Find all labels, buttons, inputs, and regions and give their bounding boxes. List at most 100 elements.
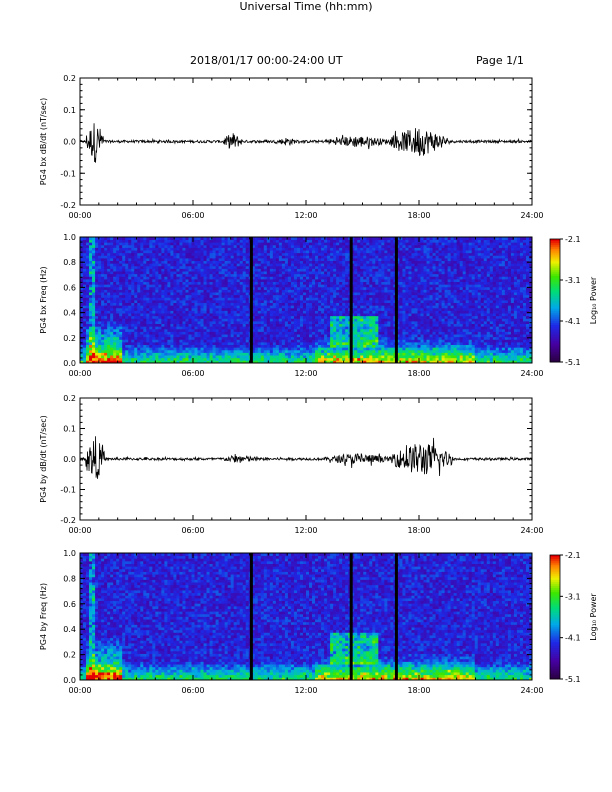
spectrogram-cell bbox=[272, 263, 277, 267]
spectrogram-cell bbox=[146, 247, 150, 251]
spectrogram-cell bbox=[149, 336, 153, 340]
spectrogram-cell bbox=[131, 260, 135, 264]
spectrogram-cell bbox=[230, 244, 235, 248]
spectrogram-cell bbox=[110, 331, 114, 335]
spectrogram-cell bbox=[173, 328, 177, 332]
spectrogram-cell bbox=[86, 315, 90, 319]
spectrogram-cell bbox=[110, 239, 114, 243]
spectrogram-cell bbox=[200, 252, 204, 256]
spectrogram-cell bbox=[351, 281, 355, 285]
spectrogram-cell bbox=[128, 349, 132, 353]
spectrogram-cell bbox=[119, 237, 123, 241]
spectrogram-cell bbox=[197, 268, 201, 272]
spectrogram-cell bbox=[212, 352, 216, 356]
spectrogram-cell bbox=[188, 260, 192, 264]
spectrogram-cell bbox=[143, 328, 147, 332]
spectrogram-cell bbox=[161, 244, 165, 248]
spectrogram-cell bbox=[164, 247, 168, 251]
spectrogram-cell bbox=[227, 268, 232, 272]
spectrogram-cell bbox=[137, 331, 141, 335]
spectrogram-cell bbox=[191, 344, 195, 348]
spectrogram-cell bbox=[140, 247, 144, 251]
spectrogram-cell bbox=[378, 260, 382, 264]
spectrogram-cell bbox=[134, 310, 138, 314]
spectrogram-cell bbox=[339, 302, 343, 306]
spectrogram-cell bbox=[176, 336, 180, 340]
spectrogram-cell bbox=[302, 349, 307, 353]
spectrogram-cell bbox=[134, 263, 138, 267]
spectrogram-cell bbox=[299, 302, 304, 306]
spectrogram-cell bbox=[254, 357, 259, 361]
spectrogram-cell bbox=[363, 239, 367, 243]
spectrogram-cell bbox=[170, 244, 174, 248]
spectrogram-cell bbox=[167, 255, 171, 259]
spectrogram-cell bbox=[318, 360, 322, 364]
spectrogram-cell bbox=[275, 255, 280, 259]
spectrogram-cell bbox=[83, 276, 87, 280]
spectrogram-cell bbox=[321, 263, 325, 267]
spectrogram-cell bbox=[104, 255, 108, 259]
spectrogram-cell bbox=[369, 336, 373, 340]
spectrogram-cell bbox=[230, 339, 235, 343]
spectrogram-cell bbox=[324, 255, 328, 259]
spectrogram-cell bbox=[381, 360, 385, 364]
spectrogram-cell bbox=[351, 244, 355, 248]
spectrogram-cell bbox=[206, 300, 210, 304]
spectrogram-cell bbox=[278, 318, 283, 322]
spectrogram-cell bbox=[113, 284, 117, 288]
spectrogram-cell bbox=[110, 300, 114, 304]
spectrogram-cell bbox=[357, 294, 361, 298]
spectrogram-cell bbox=[137, 294, 141, 298]
spectrogram-cell bbox=[284, 284, 289, 288]
spectrogram-cell bbox=[263, 307, 268, 311]
spectrogram-cell bbox=[176, 250, 180, 254]
spectrogram-cell bbox=[209, 328, 213, 332]
spectrogram-cell bbox=[86, 318, 90, 322]
spectrogram-cell bbox=[342, 315, 346, 319]
spectrogram-cell bbox=[333, 318, 337, 322]
spectrogram-cell bbox=[384, 357, 388, 361]
spectrogram-cell bbox=[125, 276, 129, 280]
spectrogram-cell bbox=[101, 331, 105, 335]
spectrogram-cell bbox=[230, 281, 235, 285]
spectrogram-cell bbox=[218, 292, 223, 296]
spectrogram-cell bbox=[149, 310, 153, 314]
spectrogram-cell bbox=[290, 328, 295, 332]
spectrogram-cell bbox=[191, 279, 195, 283]
spectrogram-cell bbox=[224, 344, 229, 348]
spectrogram-cell bbox=[194, 255, 198, 259]
spectrogram-cell bbox=[167, 286, 171, 290]
spectrogram-cell bbox=[378, 300, 382, 304]
spectrogram-cell bbox=[149, 360, 153, 364]
spectrogram-cell bbox=[333, 273, 337, 277]
spectrogram-cell bbox=[369, 247, 373, 251]
spectrogram-cell bbox=[330, 318, 334, 322]
spectrogram-cell bbox=[369, 331, 373, 335]
spectrogram-cell bbox=[236, 334, 241, 338]
spectrogram-cell bbox=[245, 307, 250, 311]
spectrogram-cell bbox=[170, 284, 174, 288]
spectrogram-cell bbox=[101, 294, 105, 298]
spectrogram-cell bbox=[179, 349, 183, 353]
spectrogram-cell bbox=[363, 258, 367, 262]
spectrogram-cell bbox=[318, 302, 322, 306]
spectrogram-cell bbox=[206, 323, 210, 327]
spectrogram-cell bbox=[110, 247, 114, 251]
spectrogram-cell bbox=[182, 271, 186, 275]
spectrogram-cell bbox=[284, 347, 289, 351]
spectrogram-cell bbox=[312, 281, 316, 285]
spectrogram-cell bbox=[278, 302, 283, 306]
spectrogram-cell bbox=[324, 265, 328, 269]
spectrogram-cell bbox=[83, 315, 87, 319]
spectrogram-cell bbox=[233, 349, 238, 353]
spectrogram-cell bbox=[92, 360, 96, 364]
spectrogram-cell bbox=[170, 255, 174, 259]
spectrogram-cell bbox=[80, 305, 84, 309]
spectrogram-cell bbox=[372, 323, 376, 327]
spectrogram-cell bbox=[158, 244, 162, 248]
spectrogram-cell bbox=[366, 279, 370, 283]
spectrogram-cell bbox=[306, 349, 310, 353]
spectrogram-cell bbox=[312, 263, 316, 267]
spectrogram-cell bbox=[224, 326, 229, 330]
spectrogram-cell bbox=[143, 239, 147, 243]
